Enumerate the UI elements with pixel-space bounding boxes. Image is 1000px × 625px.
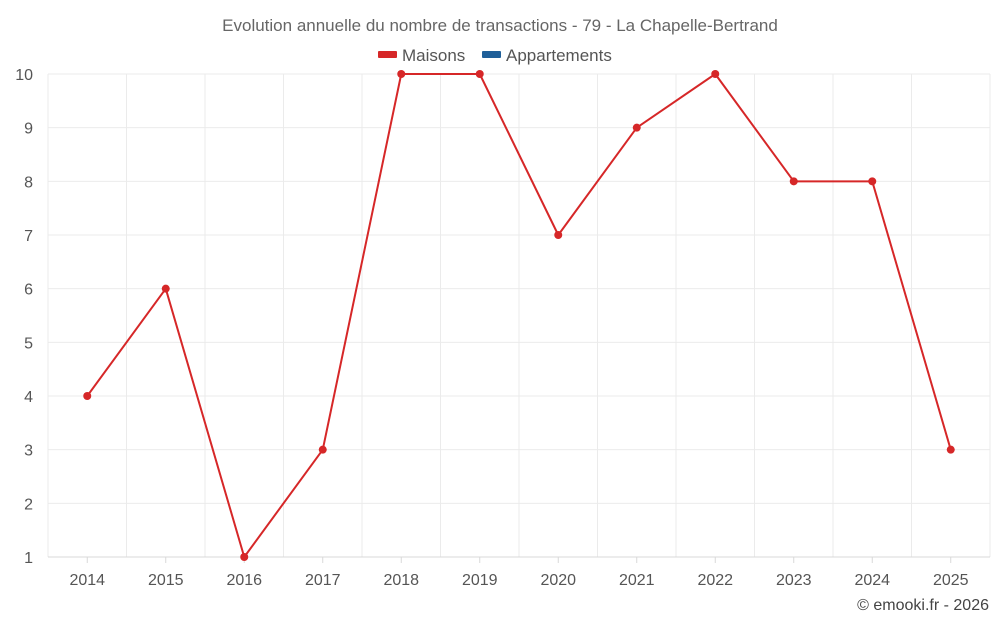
y-tick-label: 1 <box>24 550 33 567</box>
x-tick-label: 2017 <box>305 572 341 589</box>
data-point-maisons[interactable] <box>946 445 955 454</box>
y-tick-label: 7 <box>24 228 33 245</box>
legend: Maisons Appartements <box>378 46 612 65</box>
axes: 1 2 3 4 5 6 7 8 9 10 2014 2015 2016 2017 2018 2019 2020 2… <box>15 67 990 589</box>
data-point-maisons[interactable] <box>632 123 641 132</box>
data-point-maisons[interactable] <box>554 231 563 239</box>
data-point-maisons[interactable] <box>397 70 406 78</box>
x-tick-label: 2025 <box>933 572 969 589</box>
chart-title: Evolution annuelle du nombre de transact… <box>222 16 778 35</box>
x-tick-label: 2014 <box>69 572 105 589</box>
legend-item-maisons[interactable]: Maisons <box>378 46 465 65</box>
y-tick-label: 6 <box>24 282 33 299</box>
y-tick-label: 4 <box>24 389 33 406</box>
legend-swatch-appartements <box>482 51 501 58</box>
y-tick-label: 8 <box>24 174 33 191</box>
data-point-maisons[interactable] <box>318 445 327 454</box>
x-tick-label: 2019 <box>462 572 498 589</box>
x-tick-label: 2024 <box>854 572 890 589</box>
data-point-maisons[interactable] <box>240 553 249 561</box>
x-tick-label: 2015 <box>148 572 184 589</box>
data-point-maisons[interactable] <box>868 177 877 186</box>
y-tick-label: 2 <box>24 496 33 513</box>
y-tick-label: 10 <box>15 67 33 84</box>
grid <box>47 73 991 557</box>
legend-label-maisons: Maisons <box>402 46 465 65</box>
x-tick-label: 2016 <box>226 572 262 589</box>
data-point-maisons[interactable] <box>711 70 720 78</box>
credit-text: © emooki.fr - 2026 <box>857 597 989 614</box>
y-tick-label: 3 <box>24 443 33 460</box>
x-tick-label: 2021 <box>619 572 655 589</box>
data-point-maisons[interactable] <box>475 70 484 78</box>
series-maisons <box>83 70 955 561</box>
x-tick-label: 2018 <box>383 572 419 589</box>
legend-item-appartements[interactable]: Appartements <box>482 46 612 65</box>
legend-swatch-maisons <box>378 51 397 58</box>
data-point-maisons[interactable] <box>789 177 798 186</box>
legend-label-appartements: Appartements <box>506 46 612 65</box>
x-tick-label: 2022 <box>697 572 733 589</box>
data-point-maisons[interactable] <box>161 284 170 293</box>
y-tick-label: 5 <box>24 335 33 352</box>
data-point-maisons[interactable] <box>83 392 92 400</box>
x-tick-label: 2023 <box>776 572 812 589</box>
y-tick-label: 9 <box>24 121 33 138</box>
series-line-maisons <box>86 73 952 558</box>
x-tick-label: 2020 <box>540 572 576 589</box>
